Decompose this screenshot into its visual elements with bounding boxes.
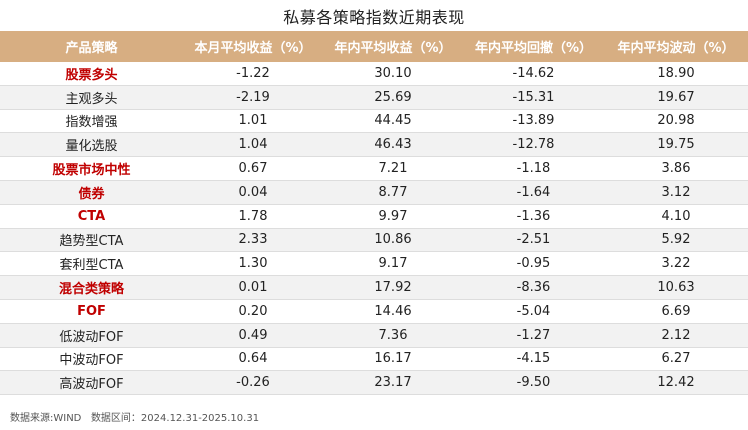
table-row: 股票多头 -1.22 30.10 -14.62 18.90	[0, 62, 748, 86]
ytd-drawdown-cell: -0.95	[463, 251, 604, 277]
table-row: 指数增强 1.01 44.45 -13.89 20.98	[0, 109, 748, 134]
ytd-drawdown-cell: -9.50	[463, 370, 604, 396]
column-header-strategy[interactable]: 产品策略	[0, 31, 183, 62]
ytd-return-cell: 7.36	[323, 323, 463, 348]
monthly-return-cell: -1.22	[183, 62, 323, 86]
ytd-drawdown-cell: -1.36	[463, 204, 604, 229]
table-row: 债券 0.04 8.77 -1.64 3.12	[0, 180, 748, 205]
strategy-name-cell: 混合类策略	[0, 275, 183, 300]
table-row: 低波动FOF 0.49 7.36 -1.27 2.12	[0, 323, 748, 348]
strategy-table: 产品策略 本月平均收益（%） 年内平均收益（%） 年内平均回撤（%） 年内平均波…	[0, 31, 748, 396]
footer-note: 数据来源:WIND 数据区间：2024.12.31-2025.10.31	[10, 409, 259, 424]
ytd-drawdown-cell: -5.04	[463, 299, 604, 324]
strategy-name-cell: 指数增强	[0, 109, 183, 134]
strategy-name-cell: 趋势型CTA	[0, 228, 183, 253]
strategy-name-cell: 量化选股	[0, 132, 183, 158]
ytd-drawdown-cell: -1.27	[463, 323, 604, 348]
strategy-name-cell: 股票市场中性	[0, 156, 183, 181]
strategy-name-cell: CTA	[0, 204, 183, 229]
table-row: CTA 1.78 9.97 -1.36 4.10	[0, 204, 748, 229]
monthly-return-cell: 1.30	[183, 251, 323, 277]
strategy-name-cell: 高波动FOF	[0, 370, 183, 396]
footer-source: 数据来源:WIND	[10, 413, 82, 424]
ytd-return-cell: 25.69	[323, 85, 463, 110]
monthly-return-cell: 0.01	[183, 275, 323, 300]
table-row: 趋势型CTA 2.33 10.86 -2.51 5.92	[0, 228, 748, 253]
monthly-return-cell: 0.20	[183, 299, 323, 324]
monthly-return-cell: 1.04	[183, 132, 323, 158]
column-header-ytd-return[interactable]: 年内平均收益（%）	[323, 31, 463, 62]
ytd-volatility-cell: 20.98	[604, 109, 748, 134]
ytd-volatility-cell: 3.22	[604, 251, 748, 277]
ytd-return-cell: 17.92	[323, 275, 463, 300]
ytd-volatility-cell: 2.12	[604, 323, 748, 348]
ytd-return-cell: 8.77	[323, 180, 463, 205]
ytd-return-cell: 46.43	[323, 132, 463, 158]
ytd-return-cell: 9.17	[323, 251, 463, 277]
table-row: 混合类策略 0.01 17.92 -8.36 10.63	[0, 275, 748, 300]
strategy-name-cell: 股票多头	[0, 62, 183, 86]
column-header-ytd-drawdown[interactable]: 年内平均回撤（%）	[463, 31, 604, 62]
table-row: 中波动FOF 0.64 16.17 -4.15 6.27	[0, 347, 748, 372]
ytd-volatility-cell: 10.63	[604, 275, 748, 300]
strategy-name-cell: 套利型CTA	[0, 251, 183, 277]
strategy-name-cell: 低波动FOF	[0, 323, 183, 348]
monthly-return-cell: 2.33	[183, 228, 323, 253]
ytd-volatility-cell: 3.12	[604, 180, 748, 205]
ytd-drawdown-cell: -12.78	[463, 132, 604, 158]
ytd-volatility-cell: 19.67	[604, 85, 748, 110]
ytd-drawdown-cell: -15.31	[463, 85, 604, 110]
strategy-name-cell: 债券	[0, 180, 183, 205]
table-row: 套利型CTA 1.30 9.17 -0.95 3.22	[0, 251, 748, 277]
ytd-volatility-cell: 18.90	[604, 62, 748, 86]
ytd-drawdown-cell: -13.89	[463, 109, 604, 134]
ytd-return-cell: 7.21	[323, 156, 463, 181]
table-row: 股票市场中性 0.67 7.21 -1.18 3.86	[0, 156, 748, 181]
ytd-drawdown-cell: -14.62	[463, 62, 604, 86]
page-title: 私募各策略指数近期表现	[283, 8, 465, 27]
monthly-return-cell: -2.19	[183, 85, 323, 110]
table-body: 股票多头 -1.22 30.10 -14.62 18.90 主观多头 -2.19 25.69-…	[0, 62, 748, 396]
table-row: 量化选股 1.04 46.43 -12.78 19.75	[0, 132, 748, 158]
strategy-name-cell: 主观多头	[0, 85, 183, 110]
strategy-name-cell: FOF	[0, 299, 183, 324]
ytd-drawdown-cell: -2.51	[463, 228, 604, 253]
monthly-return-cell: 1.01	[183, 109, 323, 134]
monthly-return-cell: -0.26	[183, 370, 323, 396]
ytd-return-cell: 9.97	[323, 204, 463, 229]
ytd-drawdown-cell: -1.64	[463, 180, 604, 205]
ytd-volatility-cell: 3.86	[604, 156, 748, 181]
table-row: 高波动FOF -0.26 23.17 -9.50 12.42	[0, 370, 748, 396]
ytd-return-cell: 30.10	[323, 62, 463, 86]
table-row: FOF 0.20 14.46 -5.04 6.69	[0, 299, 748, 324]
ytd-return-cell: 44.45	[323, 109, 463, 134]
column-header-monthly-return[interactable]: 本月平均收益（%）	[183, 31, 323, 62]
monthly-return-cell: 0.04	[183, 180, 323, 205]
ytd-drawdown-cell: -1.18	[463, 156, 604, 181]
footer-range: 数据区间：2024.12.31-2025.10.31	[90, 413, 260, 424]
ytd-volatility-cell: 6.69	[604, 299, 748, 324]
ytd-return-cell: 14.46	[323, 299, 463, 324]
monthly-return-cell: 1.78	[183, 204, 323, 229]
ytd-volatility-cell: 4.10	[604, 204, 748, 229]
ytd-return-cell: 23.17	[323, 370, 463, 396]
ytd-volatility-cell: 5.92	[604, 228, 748, 253]
table-header-row: 产品策略 本月平均收益（%） 年内平均收益（%） 年内平均回撤（%） 年内平均波…	[0, 31, 748, 62]
strategy-name-cell: 中波动FOF	[0, 347, 183, 372]
monthly-return-cell: 0.67	[183, 156, 323, 181]
ytd-return-cell: 16.17	[323, 347, 463, 372]
ytd-drawdown-cell: -4.15	[463, 347, 604, 372]
table-row: 主观多头 -2.19 25.69 -15.31 19.67	[0, 85, 748, 110]
ytd-drawdown-cell: -8.36	[463, 275, 604, 300]
column-header-ytd-volatility[interactable]: 年内平均波动（%）	[604, 31, 748, 62]
monthly-return-cell: 0.49	[183, 323, 323, 348]
ytd-return-cell: 10.86	[323, 228, 463, 253]
ytd-volatility-cell: 12.42	[604, 370, 748, 396]
ytd-volatility-cell: 6.27	[604, 347, 748, 372]
ytd-volatility-cell: 19.75	[604, 132, 748, 158]
monthly-return-cell: 0.64	[183, 347, 323, 372]
